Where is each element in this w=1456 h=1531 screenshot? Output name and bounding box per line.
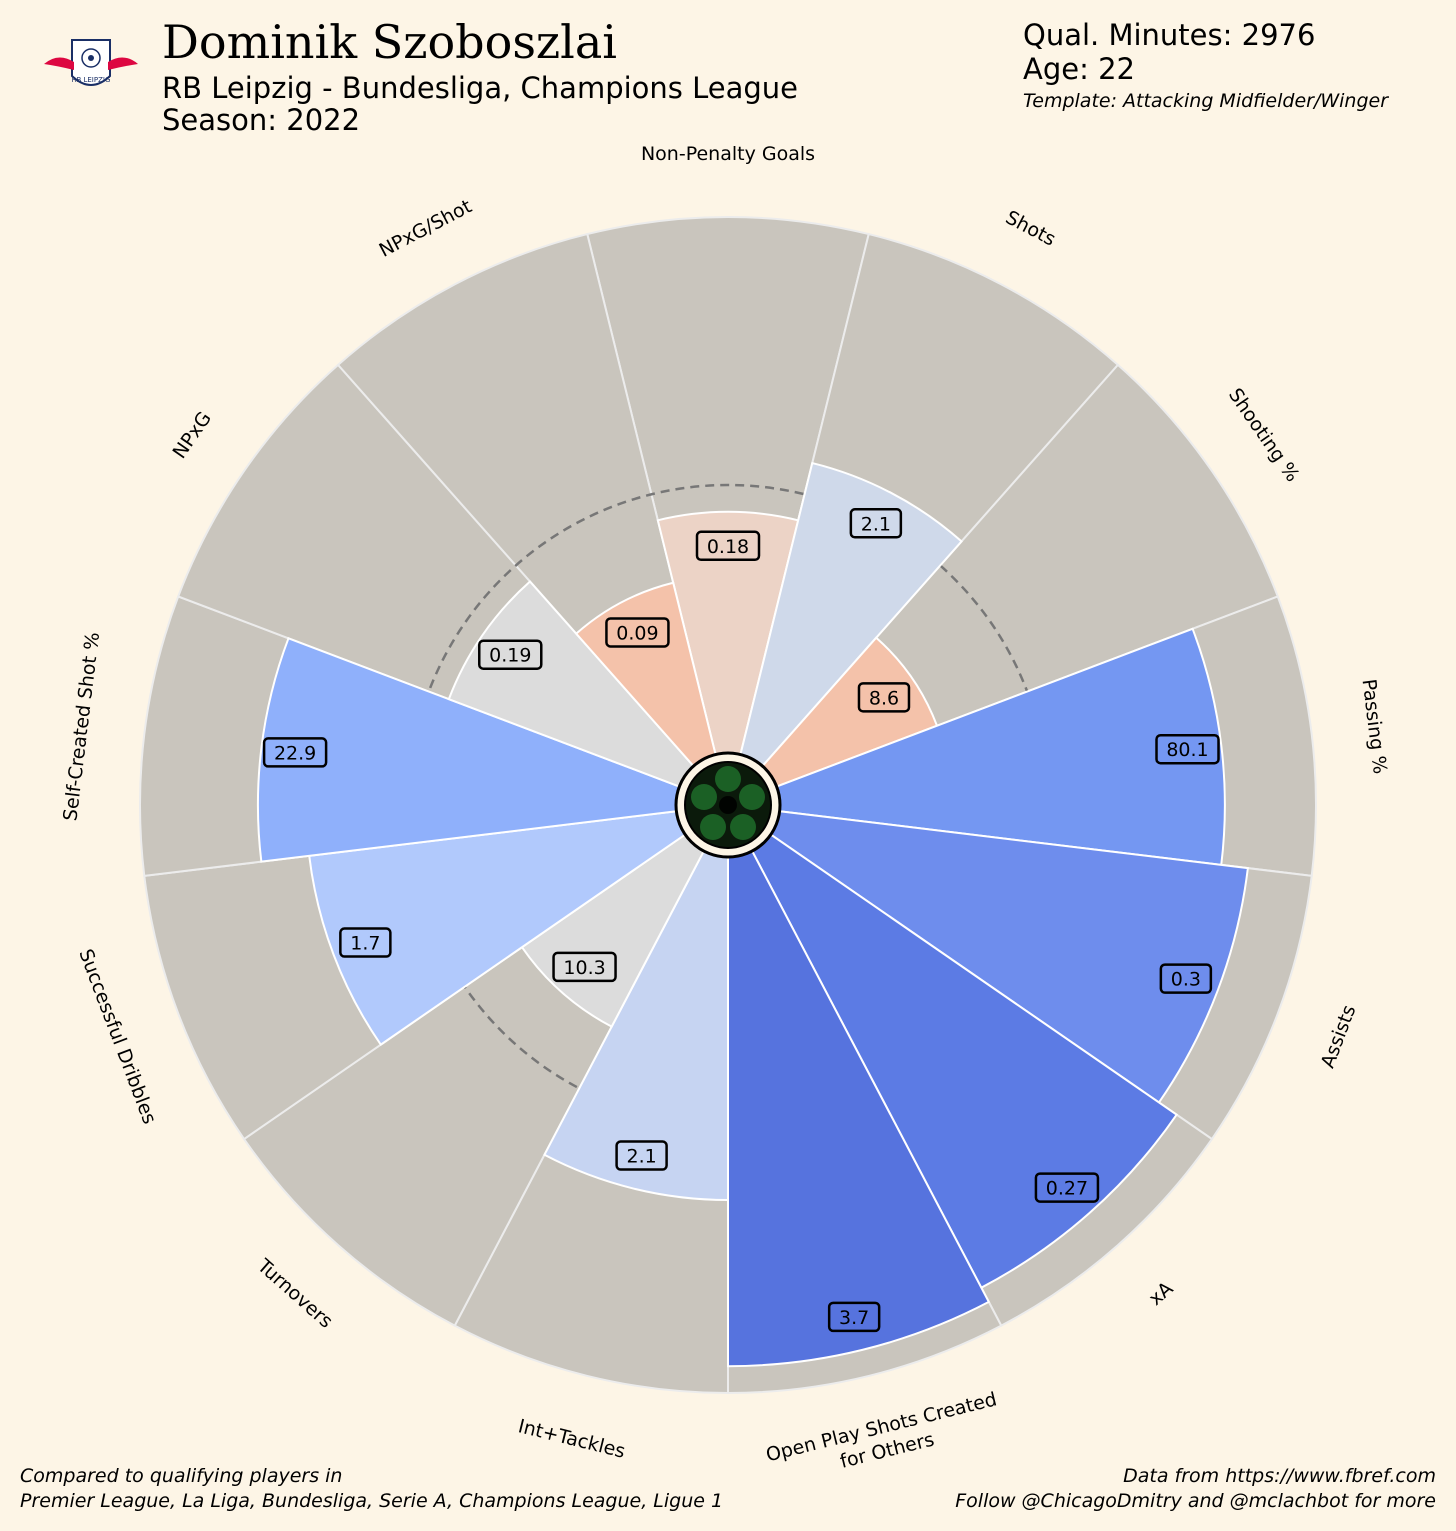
svg-text:80.1: 80.1 xyxy=(1166,739,1208,761)
value-label: 2.1 xyxy=(615,1140,668,1171)
svg-text:Turnovers: Turnovers xyxy=(252,1254,337,1333)
source-note: Data from https://www.fbref.com Follow @… xyxy=(955,1464,1436,1514)
svg-text:0.27: 0.27 xyxy=(1046,1178,1088,1200)
comparison-line-2: Premier League, La Liga, Bundesliga, Ser… xyxy=(20,1490,724,1512)
value-label: 0.18 xyxy=(695,530,761,562)
value-label: 0.09 xyxy=(605,617,670,648)
template-label: Template: Attacking Midfielder/Winger xyxy=(1023,90,1389,112)
rb-leipzig-logo: RB LEIPZIG xyxy=(44,39,138,86)
comparison-note: Compared to qualifying players in Premie… xyxy=(20,1464,723,1514)
svg-text:0.19: 0.19 xyxy=(489,645,531,667)
season-label: Season: 2022 xyxy=(162,103,361,137)
svg-text:0.18: 0.18 xyxy=(707,536,749,558)
team-competitions: RB Leipzig - Bundesliga, Champions Leagu… xyxy=(162,71,799,105)
value-label: 0.19 xyxy=(478,639,543,670)
value-label: 0.27 xyxy=(1034,1172,1100,1203)
svg-text:8.6: 8.6 xyxy=(869,687,899,709)
category-label: Successful Dribbles xyxy=(74,946,160,1127)
svg-text:Non-Penalty Goals: Non-Penalty Goals xyxy=(641,143,815,165)
svg-text:1.7: 1.7 xyxy=(350,933,380,955)
category-label: Turnovers xyxy=(252,1254,337,1333)
player-meta: Qual. Minutes: 2976 Age: 22 Template: At… xyxy=(1023,18,1388,116)
svg-text:Passing %: Passing % xyxy=(1358,678,1391,775)
svg-text:Assists: Assists xyxy=(1317,1002,1361,1071)
svg-text:Successful Dribbles: Successful Dribbles xyxy=(74,946,160,1127)
player-name: Dominik Szoboszlai xyxy=(162,15,618,69)
value-label: 22.9 xyxy=(262,737,328,768)
value-label: 80.1 xyxy=(1155,733,1220,765)
svg-text:Shots: Shots xyxy=(1002,206,1059,250)
category-label: NPxG/Shot xyxy=(376,195,476,262)
value-label: 3.7 xyxy=(827,1301,881,1333)
value-label: 0.3 xyxy=(1159,963,1213,994)
svg-text:Int+Tackles: Int+Tackles xyxy=(516,1415,628,1463)
svg-text:Self-Created Shot %: Self-Created Shot % xyxy=(59,631,104,822)
comparison-line-1: Compared to qualifying players in xyxy=(20,1465,343,1487)
value-label: 1.7 xyxy=(339,927,392,958)
category-label: xA xyxy=(1145,1278,1178,1311)
value-label: 2.1 xyxy=(849,508,903,539)
svg-text:0.3: 0.3 xyxy=(1171,969,1201,991)
category-label: Passing % xyxy=(1358,678,1391,775)
source-line-2: Follow @ChicagoDmitry and @mclachbot for… xyxy=(955,1490,1436,1512)
logo-text: RB LEIPZIG xyxy=(72,76,111,84)
qualified-minutes: Qual. Minutes: 2976 xyxy=(1023,18,1316,52)
svg-text:Shooting %: Shooting % xyxy=(1224,384,1304,486)
category-label: Int+Tackles xyxy=(516,1415,628,1463)
category-label: Assists xyxy=(1317,1002,1361,1071)
source-line-1: Data from https://www.fbref.com xyxy=(1123,1465,1436,1487)
category-label: Shots xyxy=(1002,206,1059,250)
category-label: Non-Penalty Goals xyxy=(641,143,815,165)
svg-text:0.09: 0.09 xyxy=(616,622,658,644)
value-label: 8.6 xyxy=(857,682,911,713)
svg-text:NPxG: NPxG xyxy=(169,408,216,463)
svg-text:NPxG/Shot: NPxG/Shot xyxy=(376,195,476,262)
category-label: Self-Created Shot % xyxy=(59,631,104,822)
player-age: Age: 22 xyxy=(1023,52,1135,86)
value-label: 10.3 xyxy=(552,951,617,983)
category-label: NPxG xyxy=(169,408,216,463)
svg-text:22.9: 22.9 xyxy=(274,742,316,764)
svg-text:2.1: 2.1 xyxy=(626,1146,656,1168)
category-label: Shooting % xyxy=(1224,384,1304,486)
svg-text:10.3: 10.3 xyxy=(563,957,605,979)
svg-text:2.1: 2.1 xyxy=(861,513,891,535)
svg-text:xA: xA xyxy=(1145,1278,1178,1311)
svg-text:3.7: 3.7 xyxy=(839,1307,869,1329)
